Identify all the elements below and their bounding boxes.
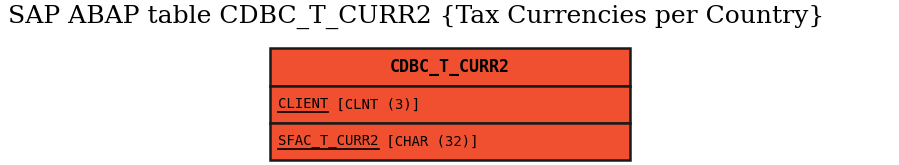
Bar (270, 86, 630, 123)
Text: CLIENT: CLIENT (278, 98, 328, 112)
Text: [CHAR (32)]: [CHAR (32)] (378, 134, 479, 148)
Text: [CLNT (3)]: [CLNT (3)] (328, 98, 421, 112)
Bar (270, 48, 630, 86)
Text: SFAC_T_CURR2: SFAC_T_CURR2 (278, 134, 378, 148)
Text: SAP ABAP table CDBC_T_CURR2 {Tax Currencies per Country}: SAP ABAP table CDBC_T_CURR2 {Tax Currenc… (8, 5, 824, 29)
Text: CDBC_T_CURR2: CDBC_T_CURR2 (390, 58, 510, 76)
Bar (270, 123, 630, 160)
